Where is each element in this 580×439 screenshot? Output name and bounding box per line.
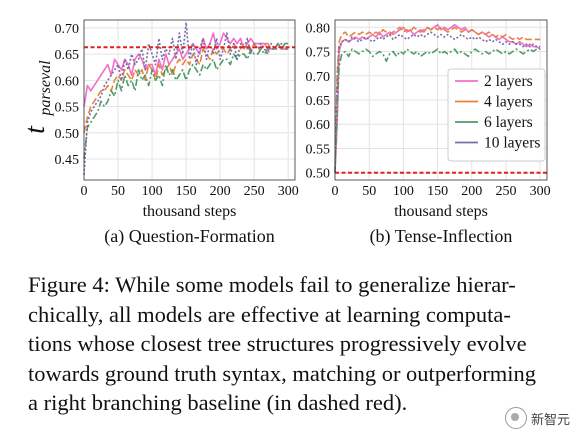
legend-label: 6 layers: [484, 114, 533, 131]
caption-line: a right branching baseline (in dashed re…: [28, 390, 408, 415]
x-tick-label: 100: [142, 184, 163, 199]
x-axis-label: thousand steps: [394, 203, 488, 220]
y-tick-label: 0.75: [306, 46, 331, 61]
x-tick-label: 250: [244, 184, 265, 199]
y-tick-label: 0.45: [55, 153, 80, 168]
series-line-2: [83, 42, 289, 160]
y-tick-label: 0.70: [306, 70, 331, 85]
x-tick-label: 250: [495, 184, 516, 199]
y-axis-label-subscript: parseval: [37, 60, 54, 117]
x-tick-label: 150: [427, 184, 448, 199]
x-tick-label: 0: [332, 184, 339, 199]
y-tick-label: 0.65: [306, 94, 331, 109]
chart-tense-inflection: 0 50 100 150 200 250 300 0.50 0.55 0.60 0.65 0.70 0.…: [306, 19, 551, 247]
watermark-text: 新智元: [530, 412, 570, 428]
panel-label: (a) Question-Formation: [104, 226, 274, 247]
series-line-4-layers: [334, 26, 541, 173]
chart-question-formation: 0 50 100 150 200 250 300 0.45 0.50 0.55 0.60 0.65 0.…: [20, 19, 299, 247]
caption-line: towards ground truth syntax, matching or…: [28, 360, 537, 386]
x-tick-label: 200: [461, 184, 482, 199]
caption-line: chically, all models are effective at le…: [28, 301, 511, 327]
plot-frame: [334, 19, 548, 181]
legend-item: 4 layers: [455, 94, 533, 111]
series-line-6-layers: [334, 48, 541, 173]
y-tick-label: 0.55: [306, 142, 331, 157]
y-axis-label: t parseval: [20, 60, 54, 134]
legend-item: 2 layers: [455, 73, 533, 90]
legend-label: 2 layers: [484, 73, 533, 90]
series-line-2-layers: [334, 23, 541, 173]
plot-frame: [83, 19, 296, 181]
y-tick-label: 0.60: [55, 74, 80, 89]
caption-line: Figure 4: While some models fail to gene…: [28, 272, 516, 297]
figure-caption: Figure 4: While some models fail to gene…: [28, 270, 560, 418]
x-tick-label: 300: [278, 184, 299, 199]
x-axis-label: thousand steps: [143, 203, 237, 220]
panel-label: (b) Tense-Inflection: [370, 226, 513, 247]
y-tick-label: 0.80: [306, 21, 331, 36]
y-tick-label: 0.50: [55, 127, 80, 142]
legend-item: 6 layers: [455, 114, 533, 131]
y-tick-label: 0.60: [306, 118, 331, 133]
x-tick-label: 50: [362, 184, 376, 199]
x-tick-label: 0: [81, 184, 88, 199]
y-tick-label: 0.55: [55, 101, 80, 116]
y-axis-label-main: t: [20, 125, 51, 134]
y-tick-label: 0.50: [306, 167, 331, 182]
legend: 2 layers 4 layers 6 layers 10 layers: [447, 68, 546, 162]
x-tick-label: 50: [111, 184, 125, 199]
legend-box: [447, 68, 546, 162]
legend-item: 10 layers: [455, 135, 540, 152]
x-tick-label: 150: [176, 184, 197, 199]
x-tick-label: 200: [210, 184, 231, 199]
y-tick-label: 0.65: [55, 48, 80, 63]
series-line-3: [83, 21, 289, 175]
x-tick-label: 300: [530, 184, 551, 199]
x-tick-label: 100: [393, 184, 414, 199]
legend-label: 10 layers: [484, 135, 540, 152]
legend-label: 4 layers: [484, 94, 533, 111]
y-tick-label: 0.70: [55, 22, 80, 37]
caption-line: tions whose closest tree structures prog…: [28, 331, 527, 356]
watermark: 新智元: [504, 407, 570, 429]
wechat-logo-icon: [504, 407, 527, 429]
